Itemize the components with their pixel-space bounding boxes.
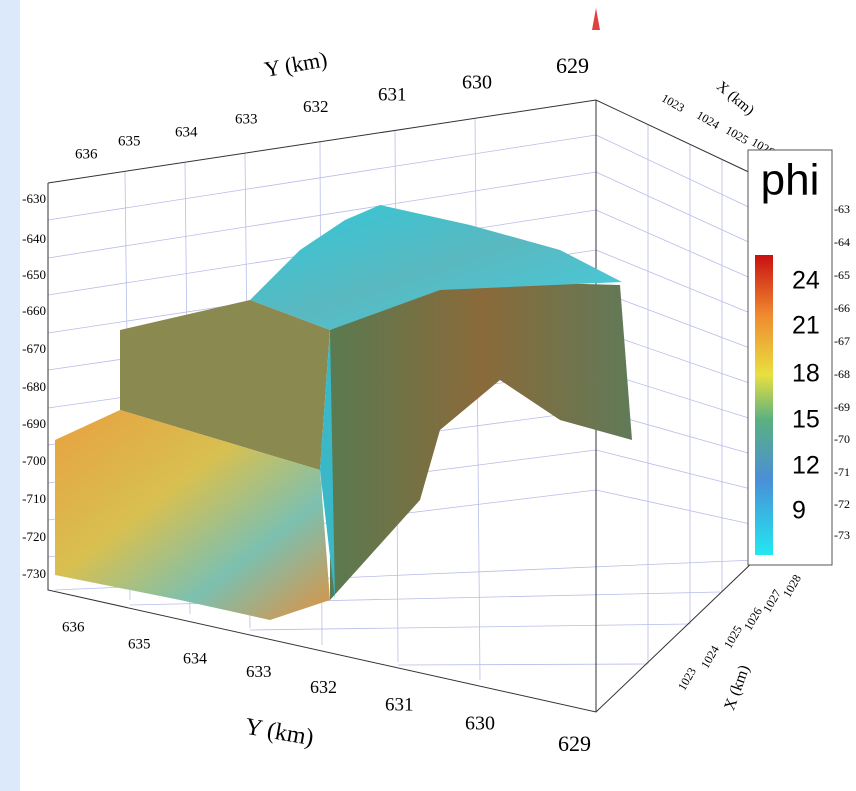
tick-label: -650	[22, 267, 46, 282]
tick-label: 634	[175, 124, 198, 140]
legend-tick: 15	[792, 406, 820, 434]
z-axis-right: -63 -64 -65 -66 -67 -68 -69 -70 -71 -72 …	[834, 202, 850, 542]
tick-label: -710	[22, 491, 46, 506]
tick-label: 1025	[723, 123, 751, 147]
axis-label: X (km)	[721, 663, 753, 713]
tick-label: 630	[462, 72, 492, 94]
tick-label: -70	[834, 432, 850, 446]
tick-label: 1023	[675, 665, 699, 693]
tick-label: -66	[834, 301, 850, 315]
tick-label: 636	[75, 146, 98, 162]
tick-label: -68	[834, 367, 850, 381]
tick-label: 1028	[780, 572, 804, 600]
tick-label: -680	[22, 379, 46, 394]
tick-label: -660	[22, 303, 46, 318]
axis-arrow	[592, 8, 600, 30]
axis-label: X (km)	[713, 78, 757, 118]
tick-label: 629	[558, 731, 591, 756]
tick-label: -71	[834, 465, 850, 479]
colorbar	[755, 255, 773, 555]
tick-label: -700	[22, 453, 46, 468]
legend-tick: 12	[792, 452, 820, 480]
tick-label: 633	[235, 111, 258, 127]
tick-label: -65	[834, 268, 850, 282]
tick-label: 633	[246, 662, 272, 681]
tick-label: -670	[22, 341, 46, 356]
tick-label: 1024	[698, 643, 722, 671]
legend-tick: 21	[792, 312, 820, 340]
tick-label: 1024	[694, 108, 722, 132]
axis-label: Y (km)	[243, 714, 316, 752]
tick-label: -67	[834, 334, 850, 348]
tick-label: 631	[378, 84, 407, 105]
side-strip	[0, 0, 20, 791]
tick-label: 632	[303, 97, 329, 116]
tick-label: -72	[834, 497, 850, 511]
tick-label: 635	[128, 636, 151, 652]
tick-label: -690	[22, 416, 46, 431]
tick-label: 632	[310, 677, 337, 697]
tick-label: 629	[556, 53, 589, 78]
tick-label: -73	[834, 528, 850, 542]
tick-label: -64	[834, 235, 850, 249]
tick-label: -640	[22, 231, 46, 246]
tick-label: -69	[834, 400, 850, 414]
y-axis-top: Y (km) 636 635 634 633 632 631 630 629	[75, 46, 589, 162]
tick-label: 636	[62, 619, 85, 635]
legend-tick: 9	[792, 497, 806, 525]
tick-label: -720	[22, 529, 46, 544]
x-axis-bottom: X (km) 1023 1024 1025 1026 1027 1028	[675, 572, 804, 713]
tick-label: 635	[118, 133, 141, 149]
axis-label: Y (km)	[262, 46, 329, 82]
tick-label: 1023	[659, 91, 687, 115]
tick-label: 631	[385, 694, 414, 715]
tick-label: 634	[183, 651, 207, 668]
tick-label: -730	[22, 566, 46, 581]
y-axis-bottom: Y (km) 636 635 634 633 632 631 630 629	[62, 619, 591, 756]
x-axis-top: X (km) 1023 1024 1025 1026	[659, 78, 777, 159]
legend: phi 24 21 18 15 12 9	[747, 149, 833, 566]
tick-label: 630	[465, 713, 495, 735]
legend-title: phi	[761, 156, 820, 205]
tick-label: -630	[22, 191, 46, 206]
volume	[55, 205, 632, 620]
z-axis-left: -630 -640 -650 -660 -670 -680 -690 -700 …	[22, 191, 46, 581]
legend-tick: 24	[792, 267, 820, 295]
legend-tick: 18	[792, 360, 820, 388]
tick-label: -63	[834, 202, 850, 216]
